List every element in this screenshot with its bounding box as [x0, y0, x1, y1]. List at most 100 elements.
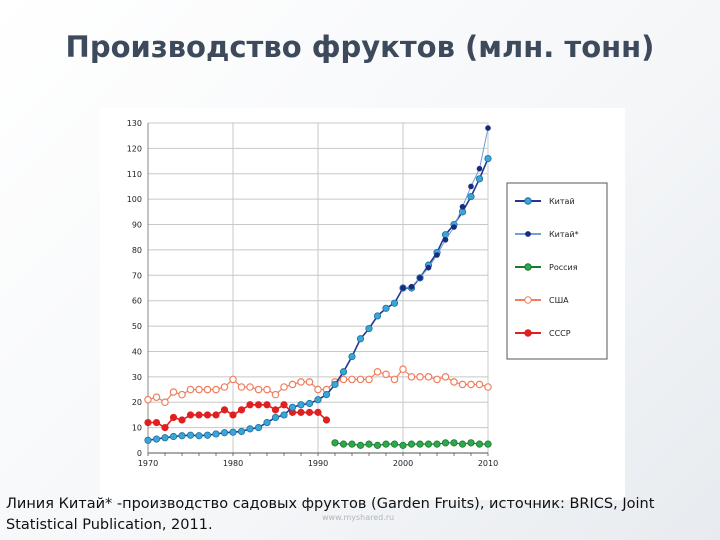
data-point: [178, 390, 186, 399]
series-group: [144, 365, 492, 407]
data-point: [288, 380, 297, 389]
data-point: [458, 440, 467, 448]
data-point: [169, 432, 178, 441]
data-point: [390, 375, 399, 384]
data-point: [382, 370, 390, 379]
data-point: [271, 413, 280, 422]
data-point: [161, 398, 169, 407]
data-point: [152, 418, 161, 427]
data-point: [178, 432, 186, 440]
data-point: [263, 418, 271, 427]
data-point: [441, 439, 450, 447]
series-group: [331, 439, 492, 449]
data-point: [186, 385, 195, 394]
data-point: [237, 383, 246, 391]
chart: 0 10 20 30 40 50 60 70 80 90 100 110 120 130 1970 1980 1…: [127, 119, 608, 468]
data-point: [246, 425, 254, 433]
data-point: [433, 375, 441, 384]
watermark: www.myshared.ru: [322, 513, 395, 522]
series-line: [148, 403, 328, 429]
data-point: [339, 368, 348, 376]
data-point: [220, 429, 229, 437]
caption: Линия Китай* -производство садовых фрукт…: [6, 496, 655, 533]
data-point: [417, 275, 423, 281]
data-point: [407, 373, 416, 381]
data-point: [220, 406, 229, 414]
data-point: [297, 408, 305, 416]
data-point: [467, 439, 475, 447]
data-point: [246, 383, 254, 391]
data-point: [450, 378, 458, 386]
data-point: [152, 435, 161, 443]
data-point: [144, 395, 152, 404]
data-point: [407, 440, 416, 448]
data-point: [161, 424, 169, 432]
data-point: [237, 406, 246, 414]
data-point: [416, 440, 424, 448]
data-point: [373, 441, 382, 449]
series-line: [402, 127, 489, 289]
data-point: [280, 383, 288, 391]
data-point: [339, 440, 348, 448]
y-tick-label: 0: [137, 449, 142, 458]
data-point: [271, 390, 280, 399]
data-point: [484, 440, 492, 448]
y-tick-label: 50: [132, 322, 142, 331]
data-point: [441, 373, 450, 381]
data-point: [467, 380, 475, 389]
data-point: [382, 440, 390, 448]
data-point: [186, 431, 195, 439]
legend-marker: [524, 263, 532, 271]
data-point: [297, 378, 305, 386]
data-point: [425, 264, 432, 271]
x-tick-label: 1990: [308, 459, 328, 468]
data-point: [373, 367, 382, 376]
data-point: [186, 411, 195, 419]
data-point: [476, 165, 483, 172]
data-point: [271, 406, 280, 414]
series-group: [400, 125, 491, 291]
y-tick-label: 100: [127, 195, 142, 204]
data-point: [331, 380, 339, 389]
data-point: [144, 418, 152, 427]
data-point: [220, 383, 229, 391]
y-tick-label: 120: [127, 144, 142, 153]
data-point: [203, 411, 212, 419]
x-tick-label: 1970: [138, 459, 158, 468]
legend-marker: [524, 296, 532, 304]
data-point: [458, 380, 467, 389]
data-point: [442, 236, 449, 243]
data-point: [212, 411, 220, 419]
data-point: [356, 335, 365, 343]
data-point: [280, 401, 288, 409]
legend-label: Китай: [549, 197, 575, 206]
data-point: [263, 385, 271, 394]
data-point: [144, 436, 152, 444]
data-point: [305, 408, 314, 416]
data-point: [203, 385, 212, 394]
data-point: [161, 434, 169, 442]
data-point: [467, 193, 475, 201]
data-point: [433, 440, 441, 448]
legend-marker: [524, 197, 532, 205]
data-point: [399, 365, 407, 374]
y-tick-label: 20: [132, 398, 142, 407]
x-tick-label: 1980: [223, 459, 243, 468]
data-point: [485, 125, 491, 131]
x-tick-label: 2000: [393, 459, 413, 468]
y-tick-label: 130: [127, 119, 142, 128]
data-point: [322, 416, 331, 424]
data-point: [451, 224, 457, 230]
data-point: [288, 403, 297, 411]
y-tick-label: 110: [127, 170, 142, 179]
legend-label: Россия: [549, 263, 578, 272]
data-point: [459, 203, 466, 210]
data-point: [169, 413, 178, 422]
y-tick-label: 10: [132, 424, 142, 433]
data-point: [450, 439, 458, 447]
data-point: [322, 391, 331, 399]
data-point: [331, 439, 339, 447]
data-point: [195, 385, 203, 394]
data-point: [365, 440, 373, 448]
data-point: [339, 375, 348, 384]
